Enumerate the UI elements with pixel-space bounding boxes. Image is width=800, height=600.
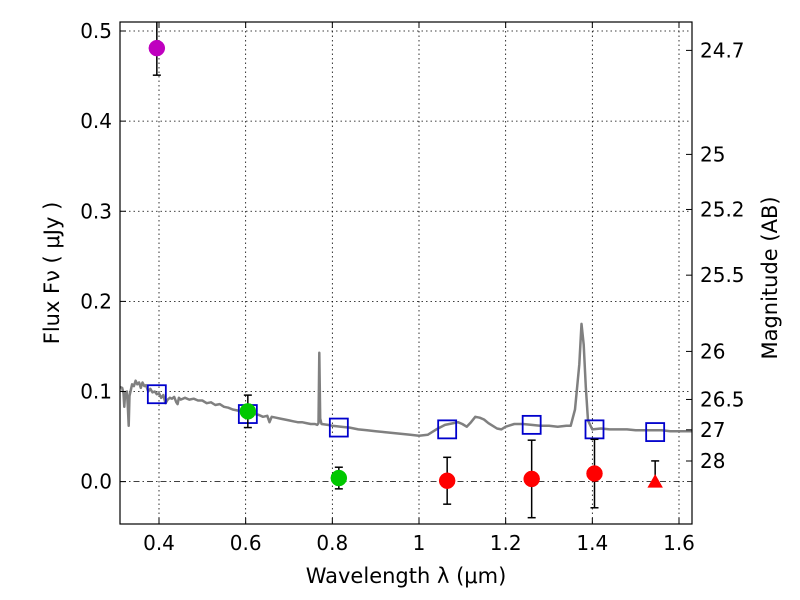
x-tick-label: 0.8 xyxy=(316,531,348,555)
measurement-dot xyxy=(586,465,603,482)
measurement-h-band xyxy=(586,438,603,509)
measurement-dot xyxy=(438,472,456,489)
y2-axis-label: Magnitude (AB) xyxy=(758,196,782,359)
x-tick-label: 0.6 xyxy=(230,531,262,555)
grid-lines xyxy=(120,22,692,524)
measurement-jh-band xyxy=(523,439,540,519)
magnitude-tick-label: 26 xyxy=(700,339,725,363)
x-tick-label: 0.4 xyxy=(143,531,175,555)
model-flux-squares xyxy=(146,384,666,442)
measurement-dot xyxy=(523,470,540,488)
model-spectrum-layer xyxy=(120,322,692,437)
plot-frame xyxy=(119,21,693,525)
magnitude-tick-label: 25.5 xyxy=(700,263,745,287)
x-tick-label: 1.6 xyxy=(663,531,695,555)
y-tick-label: 0.1 xyxy=(80,380,112,404)
upper-limit-triangle xyxy=(647,474,663,488)
y-axis-label: Flux Fν ( μJy ) xyxy=(40,202,64,345)
model-spectrum-line xyxy=(120,322,692,437)
measurement-dot xyxy=(239,403,257,420)
tick-labels: 0.4 0.6 0.8 1 1.2 1.4 1.6 0.0 0.1 0.2 0.3 0.4 0.5 24.… xyxy=(80,19,744,555)
x-axis-label: Wavelength λ (μm) xyxy=(306,564,507,588)
measurement-points xyxy=(148,22,663,519)
measurement-upper-limit xyxy=(647,460,663,488)
model-flux-square xyxy=(328,417,349,438)
measurement-j-band xyxy=(438,456,456,505)
model-flux-square xyxy=(645,422,666,442)
y-tick-label: 0.4 xyxy=(80,109,112,133)
measurement-u-band xyxy=(148,22,166,76)
model-flux-square xyxy=(584,419,605,440)
measurement-i-band xyxy=(330,466,348,490)
measurement-dot xyxy=(148,39,166,57)
axis-ticks xyxy=(120,22,692,524)
y-tick-label: 0.0 xyxy=(80,470,112,494)
magnitude-tick-label: 25.2 xyxy=(700,197,745,221)
model-flux-square xyxy=(146,384,167,405)
y-tick-label: 0.2 xyxy=(80,289,112,313)
model-flux-square xyxy=(521,414,542,435)
magnitude-tick-label: 24.7 xyxy=(700,38,745,62)
measurement-dot xyxy=(330,469,348,487)
magnitude-tick-label: 25 xyxy=(700,142,725,166)
magnitude-tick-label: 27 xyxy=(700,418,725,442)
magnitude-tick-label: 28 xyxy=(700,449,725,473)
magnitude-tick-label: 26.5 xyxy=(700,387,745,411)
measurement-v-band xyxy=(239,394,257,429)
model-flux-square xyxy=(437,419,458,440)
x-tick-label: 1 xyxy=(413,531,426,555)
y-tick-label: 0.5 xyxy=(80,19,112,43)
x-tick-label: 1.4 xyxy=(576,531,608,555)
x-tick-label: 1.2 xyxy=(490,531,522,555)
y-tick-label: 0.3 xyxy=(80,199,112,223)
